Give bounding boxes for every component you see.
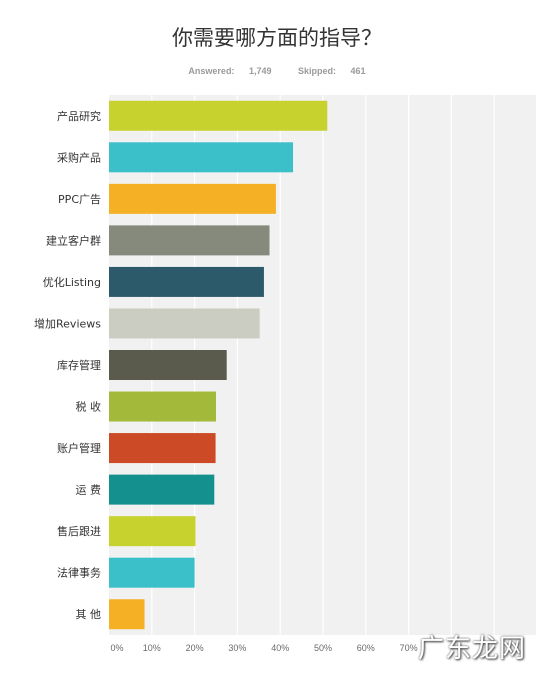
category-label: 法律事务 xyxy=(57,566,101,580)
bar xyxy=(109,391,216,422)
bar xyxy=(109,308,260,339)
bar xyxy=(109,516,196,547)
x-tick-label: 50% xyxy=(314,643,332,653)
bar xyxy=(109,557,195,588)
category-label: 其 他 xyxy=(76,608,102,621)
bar xyxy=(109,100,328,131)
chart-title: 你需要哪方面的指导？ xyxy=(172,26,382,50)
bar xyxy=(109,142,294,173)
x-tick-label: 0% xyxy=(110,643,123,653)
bar xyxy=(109,266,264,297)
x-tick-label: 10% xyxy=(143,643,161,653)
x-tick-label: 30% xyxy=(228,643,246,653)
bar xyxy=(109,350,227,380)
x-tick-label: 20% xyxy=(186,643,204,653)
category-label: 库存管理 xyxy=(57,358,101,372)
x-tick-label: 40% xyxy=(271,643,289,653)
skipped-stat: Skipped: 461 xyxy=(298,66,366,76)
category-label: PPC广告 xyxy=(58,193,101,206)
category-label: 增加Reviews xyxy=(34,316,101,330)
bar xyxy=(109,225,270,256)
watermark: 广东龙网 xyxy=(418,634,527,664)
answered-stat: Answered: 1,749 xyxy=(188,66,272,76)
category-label: 账户管理 xyxy=(57,441,101,455)
category-label: 采购产品 xyxy=(57,150,101,164)
x-tick-label: 60% xyxy=(357,643,375,653)
category-label: 建立客户群 xyxy=(46,233,101,247)
category-label: 产品研究 xyxy=(57,109,101,123)
bar xyxy=(109,433,216,464)
response-stats: Answered: 1,749 Skipped: 461 xyxy=(0,66,554,76)
bar xyxy=(109,474,215,505)
category-label: 售后跟进 xyxy=(57,524,101,538)
category-label: 优化Listing xyxy=(43,275,101,289)
bar xyxy=(109,599,145,630)
category-label: 运 费 xyxy=(76,484,102,497)
x-tick-label: 70% xyxy=(400,643,418,653)
bar xyxy=(109,183,276,214)
category-label: 税 收 xyxy=(76,400,102,414)
